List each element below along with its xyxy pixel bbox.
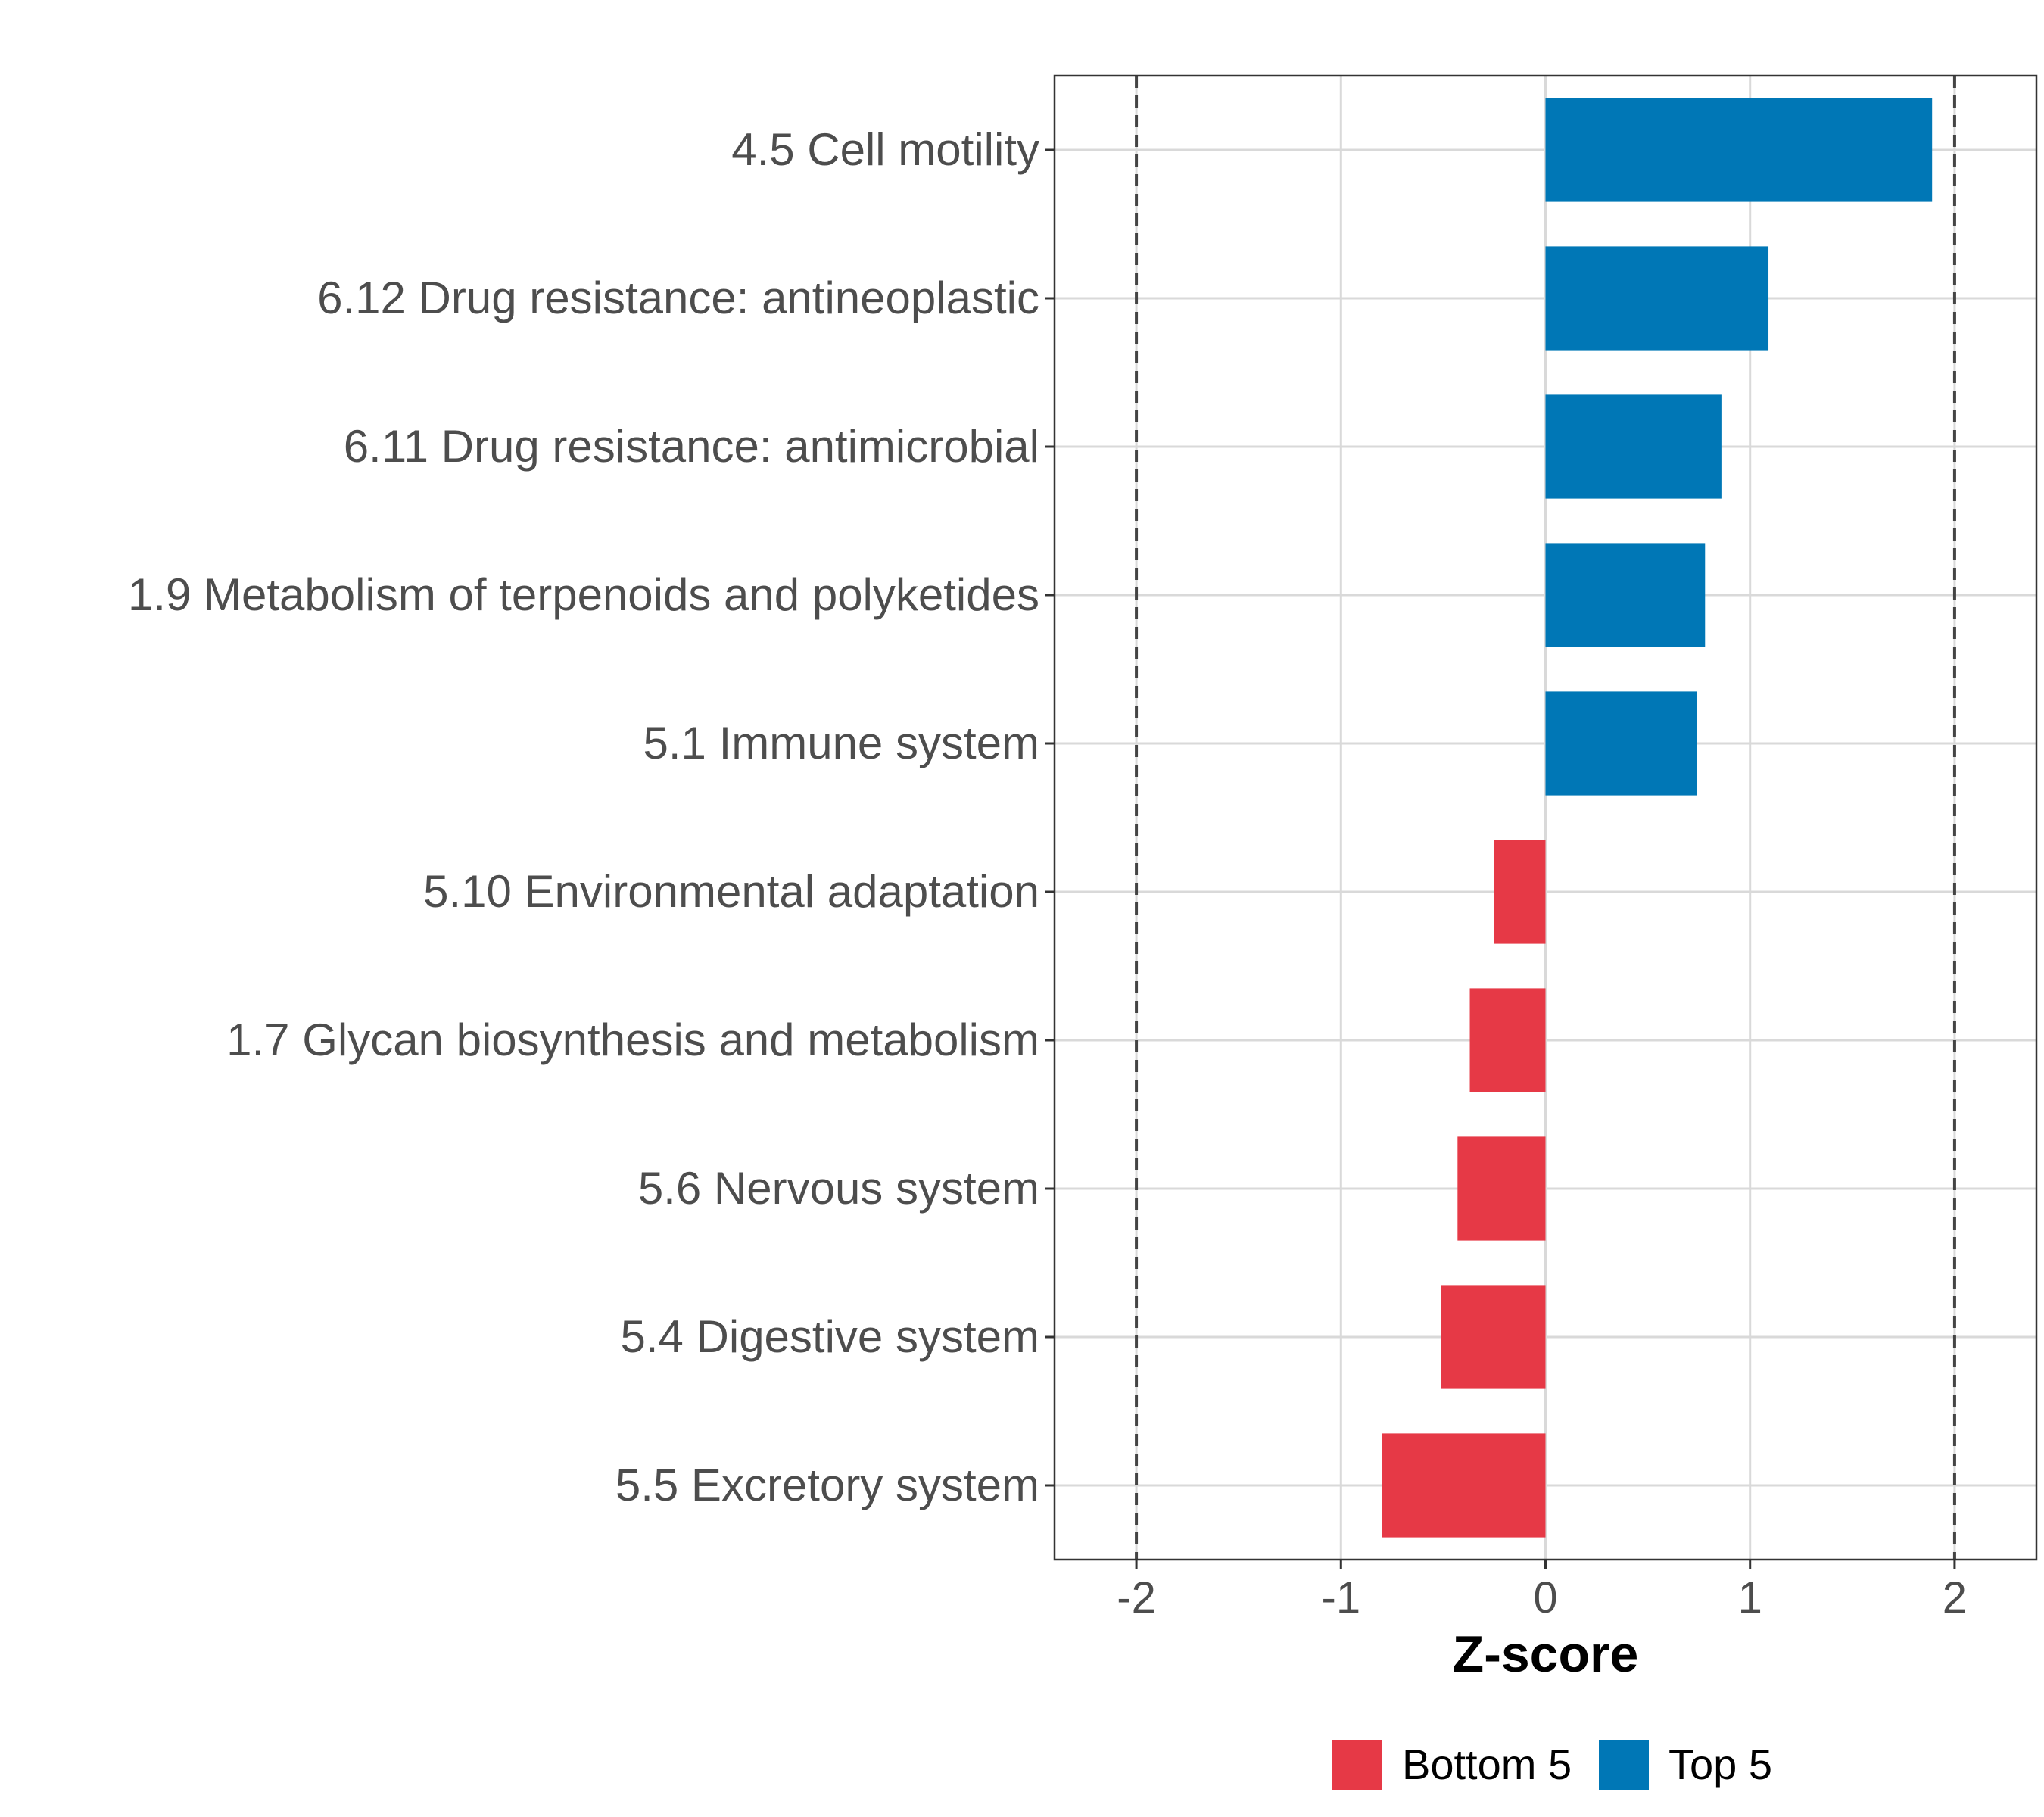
bar-7 [1457,1136,1546,1241]
y-tick-label-3: 1.9 Metabolism of terpenoids and polyket… [128,569,1039,620]
bar-4 [1545,691,1697,796]
bar-1 [1545,246,1769,351]
bar-2 [1545,394,1722,499]
y-axis: 4.5 Cell motility 6.12 Drug resistance: a… [128,124,1055,1510]
y-tick-label-6: 1.7 Glycan biosynthesis and metabolism [226,1014,1039,1065]
x-tick-label-4: 2 [1943,1573,1967,1622]
legend-label-0: Bottom 5 [1402,1741,1572,1788]
y-tick-label-5: 5.10 Environmental adaptation [423,866,1039,917]
bar-3 [1545,543,1706,647]
x-tick-label-3: 1 [1738,1573,1762,1622]
reference-lines [1135,76,1956,1560]
bar-0 [1545,98,1933,202]
legend: Bottom 5 Top 5 [1332,1740,1772,1790]
bar-layer [1382,98,1933,1538]
y-tick-label-7: 5.6 Nervous system [638,1163,1039,1214]
y-tick-label-0: 4.5 Cell motility [731,124,1039,175]
y-tick-label-9: 5.5 Excretory system [615,1460,1039,1510]
y-tick-label-2: 6.11 Drug resistance: antimicrobial [344,421,1039,472]
legend-key-0 [1332,1740,1382,1790]
y-tick-label-4: 5.1 Immune system [643,718,1039,768]
x-tick-label-1: -1 [1322,1573,1361,1622]
x-axis: -2 -1 0 1 2 [1117,1560,1967,1622]
bar-6 [1469,988,1546,1092]
bar-9 [1382,1433,1546,1538]
legend-key-1 [1599,1740,1649,1790]
y-tick-label-8: 5.4 Digestive system [620,1311,1039,1362]
x-tick-label-2: 0 [1533,1573,1557,1622]
x-axis-title: Z-score [1453,1625,1639,1683]
bar-8 [1441,1285,1546,1389]
y-tick-label-1: 6.12 Drug resistance: antineoplastic [317,273,1039,323]
bar-5 [1494,840,1546,944]
x-tick-label-0: -2 [1117,1573,1156,1622]
legend-label-1: Top 5 [1669,1741,1772,1788]
